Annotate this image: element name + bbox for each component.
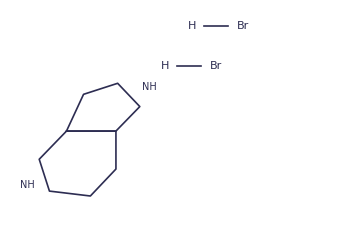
Text: Br: Br [210,61,222,71]
Text: Br: Br [237,21,249,31]
Text: H: H [188,21,196,31]
Text: NH: NH [142,82,156,92]
Text: NH: NH [20,180,35,190]
Text: H: H [160,61,169,71]
